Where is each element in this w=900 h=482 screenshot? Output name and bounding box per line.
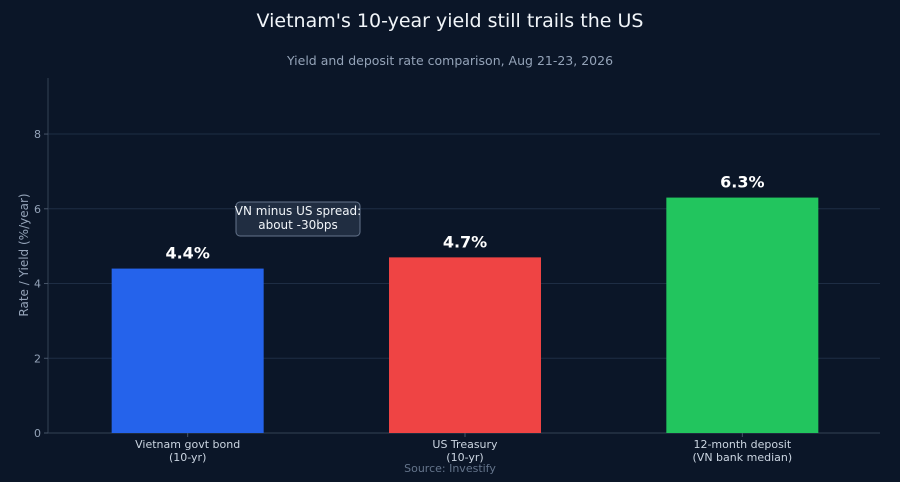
bars: 4.4% 4.7% 6.3% bbox=[111, 173, 819, 433]
chart-subtitle: Yield and deposit rate comparison, Aug 2… bbox=[286, 53, 614, 68]
x-tick-label: (10-yr) bbox=[169, 451, 206, 464]
annotation-line-2: about -30bps bbox=[258, 218, 338, 232]
bar bbox=[666, 197, 819, 433]
bar-value-label: 6.3% bbox=[720, 173, 764, 192]
y-axis-ticks: 0 2 4 6 8 bbox=[34, 128, 48, 440]
spread-annotation: VN minus US spread: about -30bps bbox=[235, 201, 361, 237]
x-tick-label: 12-month deposit bbox=[693, 438, 791, 451]
x-tick-label: (VN bank median) bbox=[693, 451, 793, 464]
y-tick-label: 2 bbox=[34, 352, 41, 365]
bar-value-label: 4.7% bbox=[443, 232, 487, 251]
y-tick-label: 0 bbox=[34, 427, 41, 440]
bar bbox=[111, 268, 264, 433]
source-note: Source: Investify bbox=[404, 462, 496, 475]
annotation-box bbox=[235, 201, 361, 237]
y-tick-label: 4 bbox=[34, 278, 41, 291]
annotation-line-1: VN minus US spread: bbox=[235, 204, 361, 218]
x-tick-label: US Treasury bbox=[432, 438, 498, 451]
category-labels: Vietnam govt bond(10-yr)US Treasury(10-y… bbox=[135, 433, 792, 464]
x-tick-label: Vietnam govt bond bbox=[135, 438, 240, 451]
y-axis-title: Rate / Yield (%/year) bbox=[17, 193, 31, 316]
y-tick-label: 8 bbox=[34, 128, 41, 141]
x-tick-label: (10-yr) bbox=[446, 451, 483, 464]
y-tick-label: 6 bbox=[34, 203, 41, 216]
bar bbox=[389, 257, 541, 433]
bar-value-label: 4.4% bbox=[165, 244, 209, 263]
chart-title: Vietnam's 10-year yield still trails the… bbox=[256, 10, 644, 32]
